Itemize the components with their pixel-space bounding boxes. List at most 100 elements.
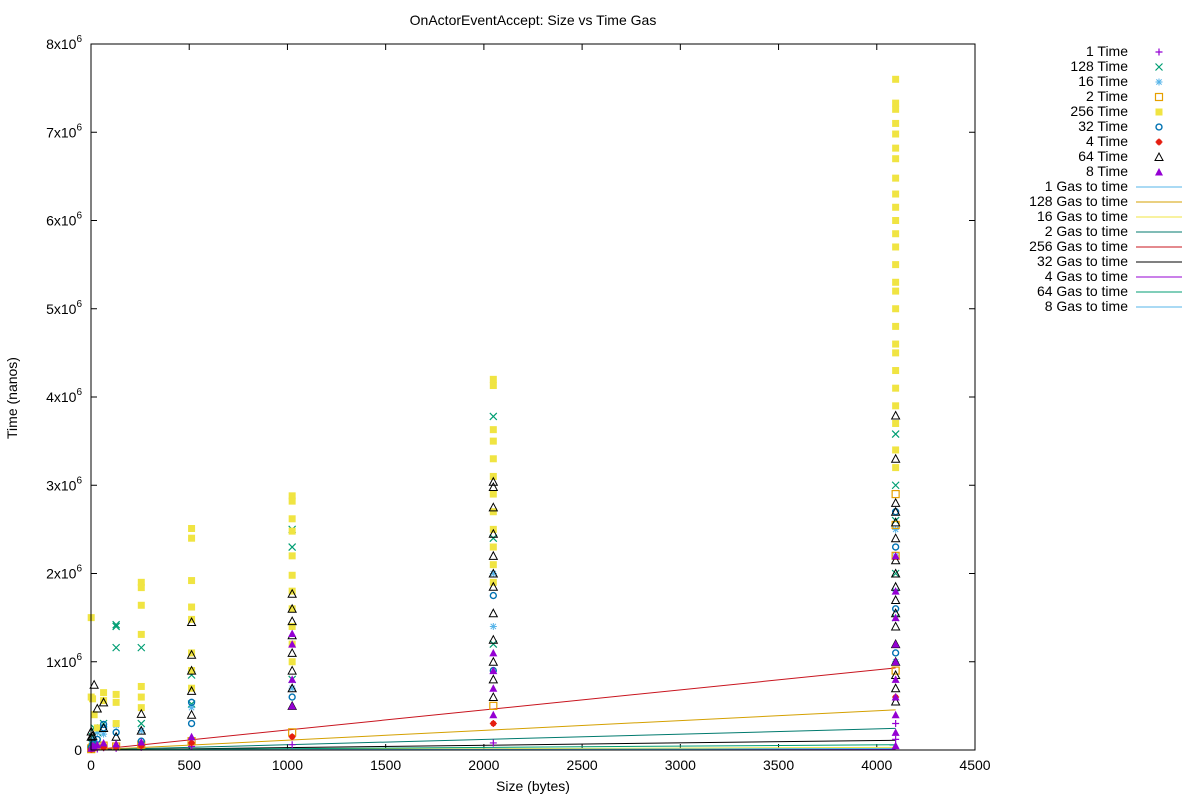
point-1-15 [489,412,498,421]
point-7-27 [488,550,499,560]
point-2-3 [93,728,101,736]
point-7-25 [488,502,499,512]
point-7-50 [890,683,901,693]
x-tick-label-7: 3500 [763,757,794,773]
point-4-30 [288,571,296,579]
legend-swatch-5 [1155,123,1163,131]
point-4-64 [892,305,900,313]
point-8-21 [891,657,900,666]
point-4-28 [288,527,296,535]
point-4-67 [892,349,900,357]
point-4-43 [489,508,497,516]
legend-label-10: 128 Gas to time [1029,193,1128,209]
y-tick-label-7: 7x106 [46,122,82,140]
point-4-11 [137,584,145,592]
point-0-15 [892,720,900,728]
legend-label-17: 8 Gas to time [1045,298,1128,314]
x-tick-label-9: 4500 [959,757,990,773]
point-2-8 [288,684,296,692]
y-tick-label-6: 6x106 [46,211,82,229]
point-4-25 [288,492,296,500]
point-7-31 [488,634,499,644]
point-8-20 [891,640,900,648]
point-4-53 [892,144,900,152]
point-4-41 [489,472,497,480]
point-5-6 [112,728,120,737]
point-4-57 [892,203,900,211]
legend-label-0: 1 Time [1086,43,1128,59]
point-7-33 [488,674,499,684]
point-7-32 [488,656,499,666]
point-4-60 [892,243,900,251]
legend-swatch-0 [1155,48,1163,56]
point-4-71 [892,419,900,427]
point-8-9 [288,629,297,638]
point-2-9 [489,570,497,577]
point-5-15 [891,605,900,613]
x-tick-label-4: 2000 [468,757,499,773]
point-7-13 [186,685,197,695]
point-1-18 [891,430,900,438]
point-4-42 [489,490,497,498]
point-4-58 [892,217,900,224]
legend-label-11: 16 Gas to time [1037,208,1128,224]
chart-title: OnActorEventAccept: Size vs Time Gas [409,12,657,28]
point-4-66 [892,340,900,348]
point-4-45 [489,543,497,551]
y-tick-label-8: 8x106 [46,34,82,52]
point-4-72 [892,446,900,454]
point-4-5 [100,689,108,697]
legend-label-5: 32 Time [1078,118,1128,134]
point-8-4 [93,740,102,749]
legend-label-15: 4 Gas to time [1045,268,1128,284]
point-4-4 [93,724,101,732]
point-4-15 [137,693,145,701]
point-6-6 [188,739,196,747]
point-4-13 [137,630,145,638]
fit-line-10 [90,709,896,751]
point-7-34 [488,691,499,702]
point-4-29 [288,552,296,560]
point-4-33 [288,622,296,630]
y-tick-label-3: 3x106 [46,475,82,493]
point-1-8 [137,643,146,652]
point-4-50 [892,105,900,113]
point-1-21 [891,569,900,578]
point-4-56 [892,190,900,198]
x-axis-label: Size (bytes) [496,778,570,794]
point-4-22 [188,649,196,657]
point-4-19 [188,577,196,585]
point-7-36 [890,453,901,463]
point-5-10 [288,693,296,701]
tick-labels: 0 500 1000 1500 2000 2500 3000 3500 4000 4500 0 1x1… [46,34,991,773]
point-7-15 [287,588,297,598]
point-4-63 [892,287,900,295]
point-4-32 [288,605,296,613]
legend-label-2: 16 Time [1078,73,1128,89]
point-5-14 [891,543,900,551]
point-4-26 [288,497,296,505]
point-4-27 [288,515,296,523]
point-2-11 [892,525,900,533]
point-7-39 [890,517,901,527]
point-4-7 [112,690,120,698]
point-8-11 [288,675,297,683]
x-tick-label-2: 1000 [272,757,303,773]
point-6-7 [288,733,296,741]
point-3-9 [489,701,498,710]
point-7-40 [890,533,901,543]
point-7-11 [186,649,197,659]
point-1-5 [112,620,121,629]
point-7-30 [488,608,499,618]
point-7-35 [890,410,901,420]
point-4-31 [288,587,296,595]
point-4-3 [90,711,98,719]
point-7-46 [890,621,901,631]
point-1-13 [288,543,297,551]
point-2-10 [489,622,497,630]
point-4-14 [137,682,145,690]
point-7-26 [488,528,499,538]
point-1-16 [489,534,498,543]
y-tick-label-4: 4x106 [46,387,82,405]
